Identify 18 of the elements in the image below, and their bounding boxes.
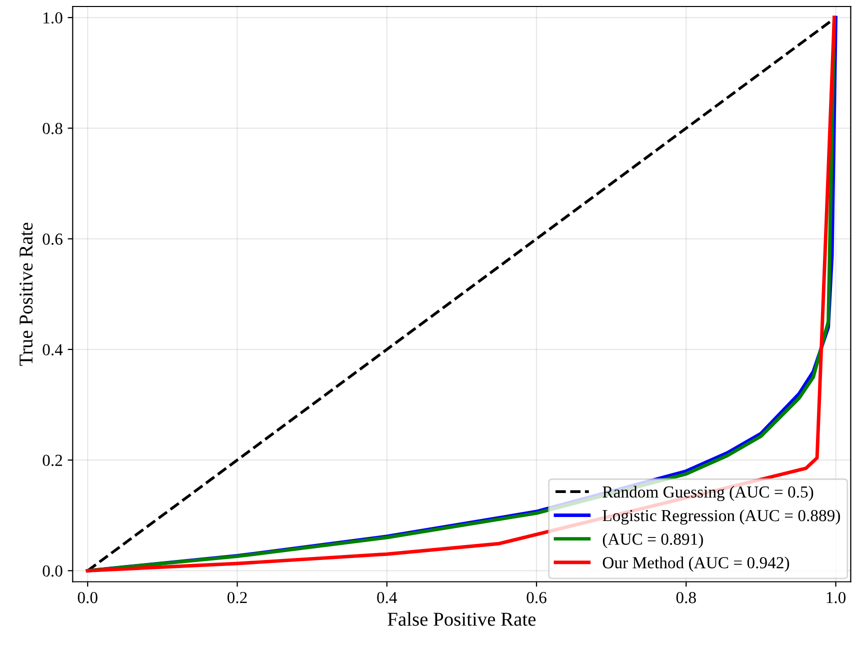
x-tick-label: 0.2 <box>227 592 247 604</box>
y-tick-label: 0.6 <box>42 234 62 245</box>
x-tick-label: 0.6 <box>526 592 546 604</box>
y-axis-title: True Positive Rate <box>20 222 33 366</box>
x-tick-label: 0.8 <box>676 592 696 604</box>
legend-label: Random Guessing (AUC = 0.5) <box>602 486 814 502</box>
y-tick-label: 0.4 <box>42 344 63 356</box>
y-tick-label: 0.8 <box>42 122 62 134</box>
legend-label: Logistic Regression (AUC = 0.889) <box>602 509 840 525</box>
legend-label: Our Method (AUC = 0.942) <box>602 556 790 572</box>
legend-label: (AUC = 0.891) <box>602 533 703 548</box>
x-tick-label: 0.0 <box>78 592 98 604</box>
y-tick-label: 1.0 <box>44 12 62 24</box>
x-tick-label: 0.4 <box>377 592 398 604</box>
x-axis-title: False Positive Rate <box>388 612 536 626</box>
x-tick-label: 1.0 <box>826 592 846 604</box>
y-tick-label: 0.0 <box>42 565 62 577</box>
y-tick-label: 0.2 <box>42 454 62 466</box>
